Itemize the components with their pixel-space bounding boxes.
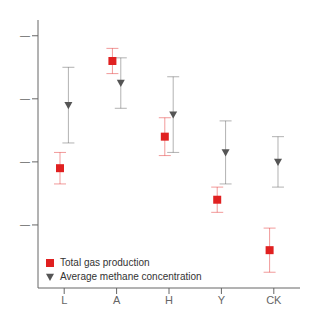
svg-text:—: — xyxy=(20,156,30,167)
svg-text:CK: CK xyxy=(266,294,282,306)
svg-text:—: — xyxy=(20,30,30,41)
html-text:Average methane concentration: Average methane concentration xyxy=(60,271,202,282)
svg-text:A: A xyxy=(113,294,121,306)
svg-text:Y: Y xyxy=(218,294,226,306)
svg-text:—: — xyxy=(20,93,30,104)
svg-text:L: L xyxy=(61,294,67,306)
svg-text:—: — xyxy=(20,219,30,230)
html-text:Total gas production: Total gas production xyxy=(60,257,150,268)
svg-text:H: H xyxy=(165,294,173,306)
